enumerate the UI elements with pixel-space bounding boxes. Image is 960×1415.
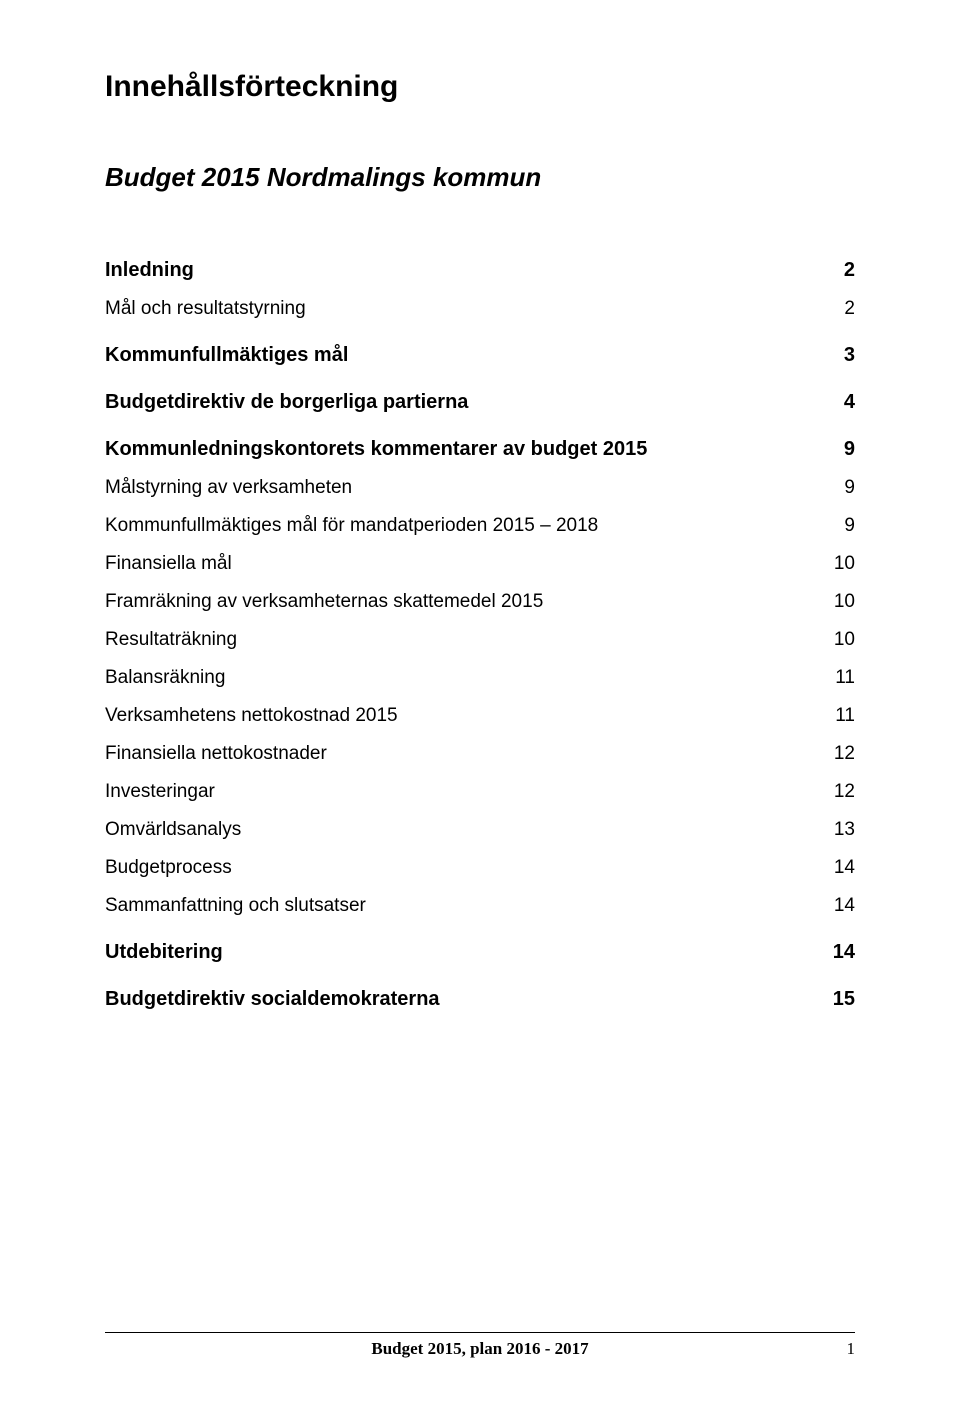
toc-row: Utdebitering 14 bbox=[105, 941, 855, 964]
toc-label: Finansiella nettokostnader bbox=[105, 743, 327, 765]
toc-page: 2 bbox=[821, 259, 855, 282]
toc-row: Mål och resultatstyrning 2 bbox=[105, 298, 855, 320]
toc-label: Sammanfattning och slutsatser bbox=[105, 895, 366, 917]
toc-page: 9 bbox=[821, 515, 855, 537]
toc-row: Framräkning av verksamheternas skattemed… bbox=[105, 591, 855, 613]
toc-page: 2 bbox=[821, 298, 855, 320]
toc-row: Investeringar 12 bbox=[105, 781, 855, 803]
toc-page: 14 bbox=[821, 857, 855, 879]
toc-label: Budgetdirektiv de borgerliga partierna bbox=[105, 391, 468, 414]
toc-page: 11 bbox=[821, 667, 855, 689]
toc-row: Målstyrning av verksamheten 9 bbox=[105, 477, 855, 499]
toc-page: 4 bbox=[821, 391, 855, 414]
document-subtitle: Budget 2015 Nordmalings kommun bbox=[105, 162, 855, 193]
toc-row: Budgetdirektiv socialdemokraterna 15 bbox=[105, 988, 855, 1011]
table-of-contents: Inledning 2 Mål och resultatstyrning 2 Kommu… bbox=[105, 259, 855, 1011]
toc-page: 9 bbox=[821, 477, 855, 499]
toc-page: 12 bbox=[821, 743, 855, 765]
toc-label: Mål och resultatstyrning bbox=[105, 298, 306, 320]
toc-page: 10 bbox=[821, 553, 855, 575]
toc-label: Målstyrning av verksamheten bbox=[105, 477, 352, 499]
toc-row: Kommunfullmäktiges mål 3 bbox=[105, 344, 855, 367]
toc-label: Kommunfullmäktiges mål för mandatperiode… bbox=[105, 515, 598, 537]
toc-label: Resultaträkning bbox=[105, 629, 237, 651]
toc-label: Utdebitering bbox=[105, 941, 223, 964]
toc-label: Balansräkning bbox=[105, 667, 225, 689]
toc-page: 11 bbox=[821, 705, 855, 727]
toc-row: Balansräkning 11 bbox=[105, 667, 855, 689]
toc-page: 15 bbox=[821, 988, 855, 1011]
toc-row: Verksamhetens nettokostnad 2015 11 bbox=[105, 705, 855, 727]
document-title: Innehållsförteckning bbox=[105, 70, 855, 104]
toc-page: 10 bbox=[821, 629, 855, 651]
toc-page: 14 bbox=[821, 941, 855, 964]
toc-row: Finansiella mål 10 bbox=[105, 553, 855, 575]
toc-label: Kommunfullmäktiges mål bbox=[105, 344, 348, 367]
toc-page: 14 bbox=[821, 895, 855, 917]
toc-label: Framräkning av verksamheternas skattemed… bbox=[105, 591, 543, 613]
toc-row: Kommunfullmäktiges mål för mandatperiode… bbox=[105, 515, 855, 537]
toc-row: Sammanfattning och slutsatser 14 bbox=[105, 895, 855, 917]
toc-page: 10 bbox=[821, 591, 855, 613]
toc-page: 13 bbox=[821, 819, 855, 841]
toc-row: Finansiella nettokostnader 12 bbox=[105, 743, 855, 765]
toc-page: 12 bbox=[821, 781, 855, 803]
toc-label: Omvärldsanalys bbox=[105, 819, 241, 841]
toc-label: Investeringar bbox=[105, 781, 215, 803]
page-footer: Budget 2015, plan 2016 - 2017 1 bbox=[105, 1332, 855, 1359]
toc-label: Budgetdirektiv socialdemokraterna bbox=[105, 988, 440, 1011]
toc-label: Inledning bbox=[105, 259, 194, 282]
toc-row: Kommunledningskontorets kommentarer av b… bbox=[105, 438, 855, 461]
toc-page: 9 bbox=[821, 438, 855, 461]
toc-page: 3 bbox=[821, 344, 855, 367]
toc-row: Omvärldsanalys 13 bbox=[105, 819, 855, 841]
toc-label: Finansiella mål bbox=[105, 553, 232, 575]
toc-label: Verksamhetens nettokostnad 2015 bbox=[105, 705, 398, 727]
toc-label: Budgetprocess bbox=[105, 857, 232, 879]
toc-row: Resultaträkning 10 bbox=[105, 629, 855, 651]
toc-row: Budgetdirektiv de borgerliga partierna 4 bbox=[105, 391, 855, 414]
footer-center-text: Budget 2015, plan 2016 - 2017 bbox=[105, 1339, 855, 1359]
toc-row: Budgetprocess 14 bbox=[105, 857, 855, 879]
toc-row: Inledning 2 bbox=[105, 259, 855, 282]
toc-label: Kommunledningskontorets kommentarer av b… bbox=[105, 438, 647, 461]
